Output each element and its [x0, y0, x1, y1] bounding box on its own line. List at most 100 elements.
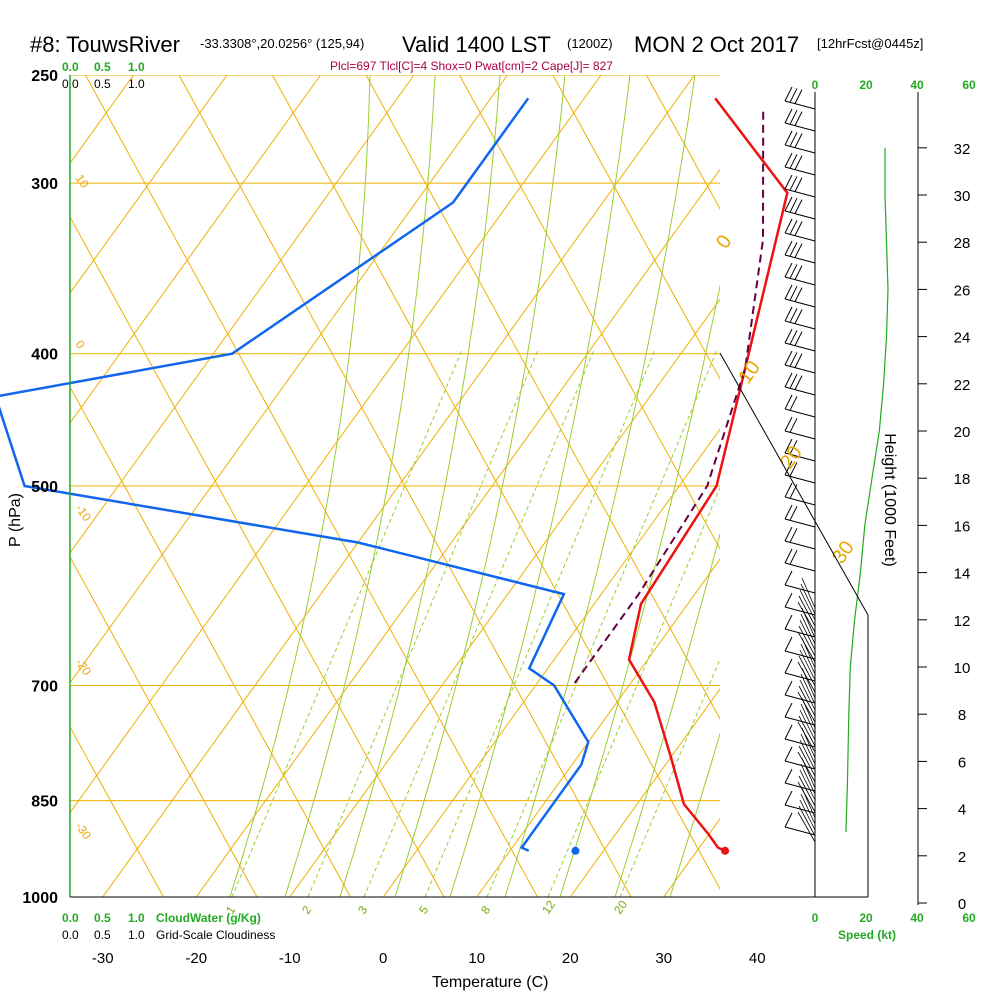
- wind-barb-feather: [794, 265, 803, 280]
- mixing-ratio-label: 20: [611, 897, 630, 916]
- wind-barb-feather: [789, 132, 798, 147]
- wind-barb-low: [800, 613, 816, 645]
- wind-barb-feather: [794, 353, 803, 368]
- wind-barb-low: [797, 661, 816, 693]
- isotherm-line: [70, 75, 508, 684]
- isotherm-line: [289, 298, 720, 897]
- wind-barb-feather: [794, 375, 803, 390]
- wind-barb-low: [800, 793, 816, 825]
- dry-adiabat-line: [84, 75, 538, 897]
- pressure-tick-label: 1000: [22, 890, 58, 907]
- wind-barb-low: [797, 751, 816, 783]
- wind-barb-feather: [789, 154, 798, 169]
- wind-barb-feather: [794, 89, 803, 104]
- cloud-scale-green-1: 0.5: [94, 60, 111, 74]
- wind-barb: [784, 526, 816, 550]
- wind-barb-feather: [784, 416, 793, 432]
- isotherm-line: [851, 75, 1000, 897]
- wind-barb-low: [798, 685, 816, 717]
- wind-barb-staff: [784, 408, 816, 418]
- temperature-tick-label: -20: [185, 950, 207, 967]
- wind-barb-feather: [789, 484, 798, 499]
- wind-barb-feather: [789, 506, 798, 521]
- wind-barb: [784, 438, 816, 462]
- height-tick-label: 24: [954, 330, 971, 347]
- wind-barb-feather: [784, 460, 793, 476]
- wind-barb-low: [798, 655, 816, 687]
- wind-barb-feather: [784, 262, 793, 278]
- speed-scale-top-label: 0: [812, 78, 819, 92]
- date-label: MON 2 Oct 2017: [634, 32, 799, 57]
- wind-barb-feather: [784, 724, 793, 740]
- isotherm-line: [70, 75, 602, 814]
- dry-adiabat-line: [833, 75, 1000, 897]
- wind-barb: [784, 504, 816, 528]
- height-tick-label: 4: [958, 802, 966, 819]
- wind-barb-low: [799, 649, 816, 681]
- wind-barb-low: [798, 625, 816, 657]
- mixing-ratio-line: [307, 349, 539, 897]
- wind-barb-feather: [789, 198, 798, 213]
- wind-barb-feather: [784, 548, 793, 564]
- hodograph-boundary: [719, 352, 869, 897]
- speed-scale-bottom-label: 0: [812, 911, 819, 925]
- isotherm-line: [102, 75, 695, 897]
- cloud-scale-green-bottom-2: 1.0: [128, 911, 145, 925]
- wind-barb-feather: [784, 570, 793, 586]
- wind-barb-feather: [789, 286, 798, 301]
- wind-barb: [784, 636, 816, 660]
- wind-barb-feather: [789, 220, 798, 235]
- temperature-trace: [627, 97, 789, 852]
- wind-barb-low: [799, 619, 816, 651]
- wind-barb: [784, 350, 816, 374]
- wind-barb: [784, 328, 816, 352]
- cloud-scale-green-bottom-1: 0.5: [94, 911, 111, 925]
- speed-scale-bottom-label: 40: [910, 911, 924, 925]
- wind-barb-low: [797, 721, 816, 753]
- wind-barb-low: [800, 703, 816, 735]
- moist-adiabat-curve: [504, 75, 696, 897]
- wind-barb-feather: [794, 287, 803, 302]
- wind-barb-feather: [784, 152, 793, 168]
- moist-adiabat-curve: [229, 75, 371, 897]
- wind-barb-low: [799, 589, 816, 621]
- mixing-ratio-line: [231, 349, 463, 897]
- wind-barb-staff: [784, 672, 816, 682]
- speed-scale-bottom-label: 60: [962, 911, 976, 925]
- wind-barb: [784, 416, 816, 440]
- wind-barb-feather: [794, 243, 803, 258]
- wind-barb: [784, 240, 816, 264]
- isotherm-line: [195, 168, 720, 897]
- mixing-ratio-label: 3: [355, 903, 370, 917]
- valid-time: Valid 1400 LST: [402, 32, 551, 57]
- wind-barb-staff: [784, 254, 816, 264]
- wind-barb-low: [797, 691, 816, 723]
- isotherm-line: [569, 688, 720, 897]
- wind-barb-feather: [794, 309, 803, 324]
- wind-barb: [784, 570, 816, 594]
- station-coords: -33.3308°,20.0256° (125,94): [200, 36, 364, 51]
- wind-barb-low: [799, 799, 816, 831]
- wind-barb-feather: [789, 374, 798, 389]
- wind-barb-low: [800, 673, 816, 705]
- zulu-time: (1200Z): [567, 36, 613, 51]
- mixing-ratio-line: [619, 657, 720, 897]
- wind-barb-staff: [784, 606, 816, 616]
- dry-adiabat-line: [178, 75, 632, 897]
- height-tick-label: 30: [954, 188, 971, 205]
- wind-barb-feather: [794, 155, 803, 170]
- moist-adiabat-curve: [669, 732, 720, 897]
- cloud-scale-black-bottom-2: 1.0: [128, 928, 145, 942]
- wind-barb-feather: [794, 199, 803, 214]
- height-tick-label: 8: [958, 707, 966, 724]
- wind-barb-feather: [784, 438, 793, 454]
- cloud-scale-green-bottom-0: 0.0: [62, 911, 79, 925]
- temperature-tick-label: 40: [749, 950, 766, 967]
- height-tick-label: 26: [954, 282, 971, 299]
- wind-barb-feather: [789, 396, 798, 411]
- wind-barb-feather: [784, 174, 793, 190]
- wind-barb-feather: [784, 350, 793, 366]
- wind-speed-profile: [845, 147, 889, 833]
